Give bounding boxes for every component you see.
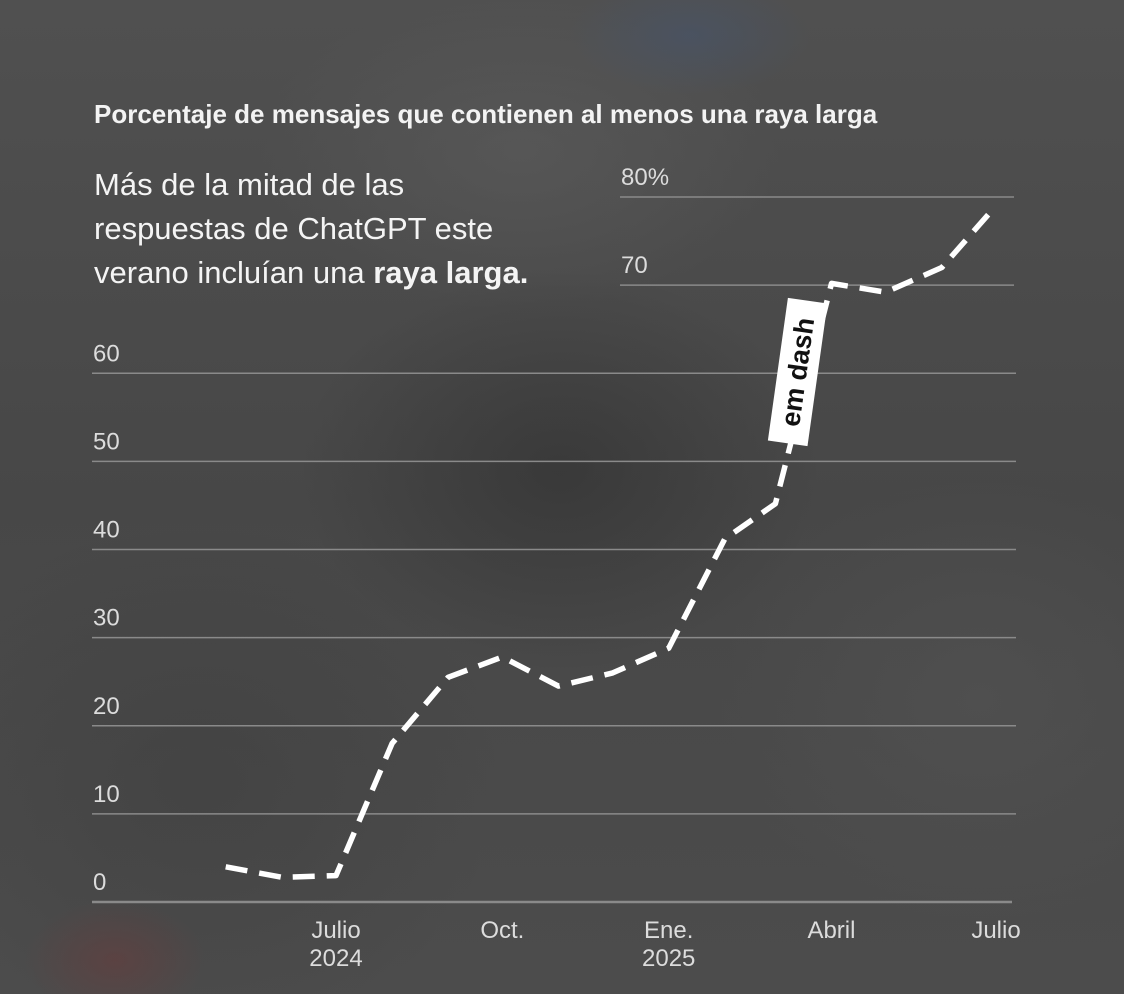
chart-subtitle: Más de la mitad de las respuestas de Cha… — [94, 163, 534, 295]
series-line — [225, 203, 999, 881]
y-tick-label: 50 — [93, 428, 120, 455]
y-tick-label: 70 — [621, 252, 648, 279]
x-tick-label: Julio — [971, 917, 1020, 944]
y-tick-label: 60 — [93, 340, 120, 367]
subtitle-text: Más de la mitad de las respuestas de Cha… — [94, 167, 494, 290]
gridlines — [92, 196, 1016, 904]
annotation-box — [767, 297, 828, 447]
annotation: em dash — [767, 297, 828, 447]
x-tick-label: Julio — [311, 917, 360, 944]
y-tick-label: 20 — [93, 693, 120, 720]
y-tick-label: 10 — [93, 781, 120, 808]
y-tick-label: 40 — [93, 517, 120, 544]
x-tick-label-year: 2024 — [309, 945, 362, 972]
y-tick-label: 80% — [621, 164, 669, 191]
y-tick-label: 30 — [93, 605, 120, 632]
x-tick-label: Oct. — [480, 917, 524, 944]
subtitle-emphasis: raya larga. — [373, 255, 529, 290]
x-tick-label: Ene. — [644, 917, 693, 944]
series — [225, 203, 999, 881]
y-axis-ticks: 0 10 20 30 40 50 60 70 80% — [93, 164, 669, 896]
x-tick-label: Abril — [807, 917, 855, 944]
em-dash-annotation: em dash — [767, 297, 828, 447]
x-tick-label-year: 2025 — [642, 945, 695, 972]
chart-title: Porcentaje de mensajes que contienen al … — [94, 99, 878, 129]
y-tick-label: 0 — [93, 869, 106, 896]
